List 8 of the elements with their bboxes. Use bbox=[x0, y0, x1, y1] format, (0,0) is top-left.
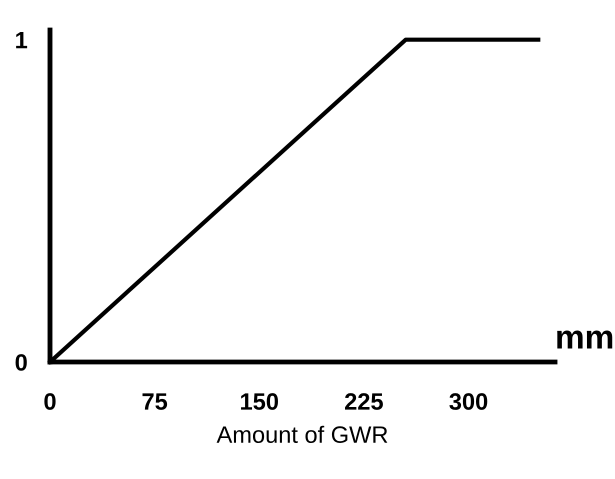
x-tick-label: 150 bbox=[241, 393, 278, 410]
x-tick-label: 300 bbox=[449, 393, 488, 410]
y-tick-label: 1 bbox=[16, 32, 28, 48]
text: mm bbox=[557, 330, 612, 348]
x-axis-title: Amount of GWR bbox=[216, 426, 388, 444]
x-tick-label: 75 bbox=[142, 393, 168, 410]
x-tick-label: 225 bbox=[345, 393, 383, 410]
x-tick-label: 0 bbox=[44, 393, 56, 410]
